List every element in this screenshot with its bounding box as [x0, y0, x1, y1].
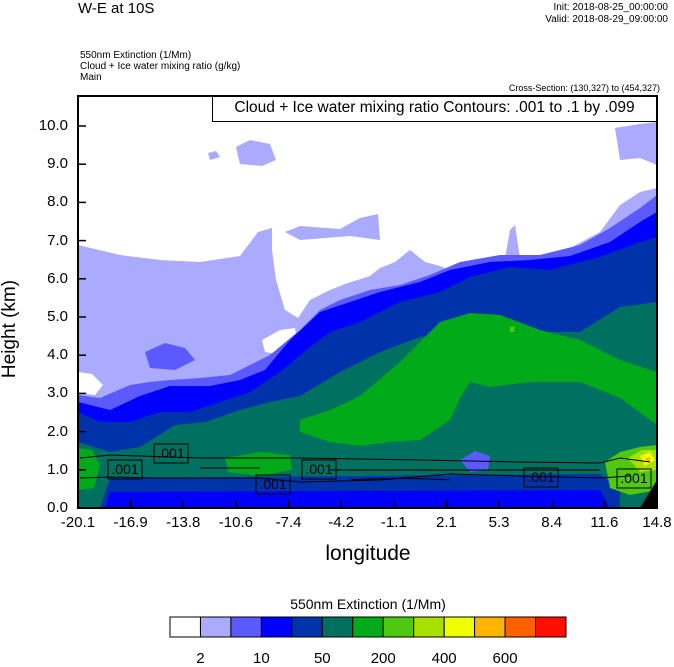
contour-label: .001	[259, 476, 287, 492]
extinction-region-level-1	[236, 140, 276, 166]
colorbar-swatch	[352, 616, 384, 638]
contour-label-box	[255, 474, 291, 495]
contour-label-box	[523, 467, 559, 488]
extinction-region-level-6	[300, 313, 657, 446]
contour-line-001	[200, 467, 600, 481]
field-label-main: Main	[80, 72, 102, 83]
colorbar-swatch	[382, 616, 415, 638]
contour-label-box	[301, 459, 337, 480]
colorbar-swatch	[321, 616, 354, 638]
contour-label-box	[153, 443, 189, 464]
y-tick-label: 4.0	[47, 346, 68, 364]
x-tick-label: -1.1	[380, 514, 407, 531]
colorbar-label: 2	[196, 650, 205, 667]
y-tick-label: 1.0	[47, 460, 68, 478]
y-tick-label: 8.0	[47, 193, 68, 211]
colorbar-label: 50	[313, 650, 331, 667]
y-tick-label: 6.0	[47, 269, 68, 287]
y-tick-label: 3.0	[47, 384, 68, 402]
x-tick-label: 14.8	[642, 514, 672, 531]
colorbar-swatch	[535, 616, 567, 638]
extinction-region-level-1	[285, 214, 380, 240]
colorbar-swatch	[443, 616, 476, 638]
x-tick-label: 2.1	[436, 514, 457, 531]
extinction-region-level-2	[145, 343, 195, 370]
x-tick-label: 8.4	[541, 514, 563, 531]
y-axis-label: Height (km)	[0, 279, 20, 379]
extinction-region-level-1	[208, 151, 220, 160]
extinction-region-level-6	[78, 448, 100, 490]
extinction-region-level-3	[105, 490, 610, 508]
contour-label: .001	[305, 461, 333, 477]
x-axis-label: longitude	[325, 542, 411, 565]
contour-line-001	[79, 454, 651, 483]
contour-label: .001	[527, 469, 555, 485]
y-tick-label: 10.0	[38, 117, 68, 134]
colorbar-swatch	[260, 616, 293, 638]
y-tick-label: 9.0	[47, 155, 68, 173]
colorbar-label: 400	[431, 650, 457, 667]
colorbar-label: 600	[492, 650, 518, 667]
colorbar-swatch	[199, 616, 232, 638]
chart-title: W-E at 10S	[78, 0, 155, 17]
colorbar-swatch	[169, 616, 201, 638]
extinction-region-level-10	[646, 457, 650, 462]
contour-label-box	[107, 459, 143, 480]
colorbar-label: 200	[370, 650, 396, 667]
y-tick-label: 7.0	[47, 231, 68, 249]
contour-info-box: Cloud + Ice water mixing ratio Contours:…	[212, 96, 657, 122]
x-tick-label: -16.9	[113, 514, 148, 531]
extinction-region-level-0	[78, 372, 103, 395]
x-tick-label: 5.3	[488, 514, 510, 531]
extinction-region-level-7	[510, 326, 515, 332]
y-tick-label: 5.0	[47, 308, 68, 325]
x-tick-label: 11.6	[590, 514, 619, 531]
x-tick-label: -7.4	[275, 514, 302, 531]
contour-label: .001	[620, 470, 648, 486]
contour-label-box	[616, 468, 652, 489]
valid-time: Valid: 2018-08-29_09:00:00	[545, 14, 668, 25]
contour-label: .001	[157, 445, 185, 461]
terrain-shadow	[640, 480, 657, 508]
colorbar-title: 550nm Extinction (1/Mm)	[290, 596, 446, 612]
cross-section-label: Cross-Section: (130,327) to (454,327)	[508, 83, 660, 93]
colorbar-swatch	[413, 616, 445, 638]
init-time: Init: 2018-08-25_00:00:00	[553, 2, 668, 13]
colorbar-swatch	[291, 616, 323, 638]
contour-label: .001	[111, 461, 139, 477]
colorbar-swatch	[504, 616, 537, 638]
colorbar-swatch	[474, 616, 506, 638]
colorbar-label: 10	[253, 650, 270, 667]
y-tick-label: 2.0	[47, 422, 68, 440]
colorbar-swatch	[230, 616, 262, 638]
x-tick-label: -10.6	[218, 514, 254, 531]
field-label-extinction: 550nm Extinction (1/Mm)	[80, 50, 192, 61]
x-tick-label: -20.1	[60, 514, 96, 531]
extinction-region-level-1	[615, 122, 657, 165]
x-tick-label: -13.8	[166, 514, 201, 531]
field-label-cloud: Cloud + Ice water mixing ratio (g/kg)	[80, 61, 241, 72]
x-tick-label: -4.2	[328, 514, 355, 531]
y-tick-label: 0.0	[47, 499, 68, 516]
